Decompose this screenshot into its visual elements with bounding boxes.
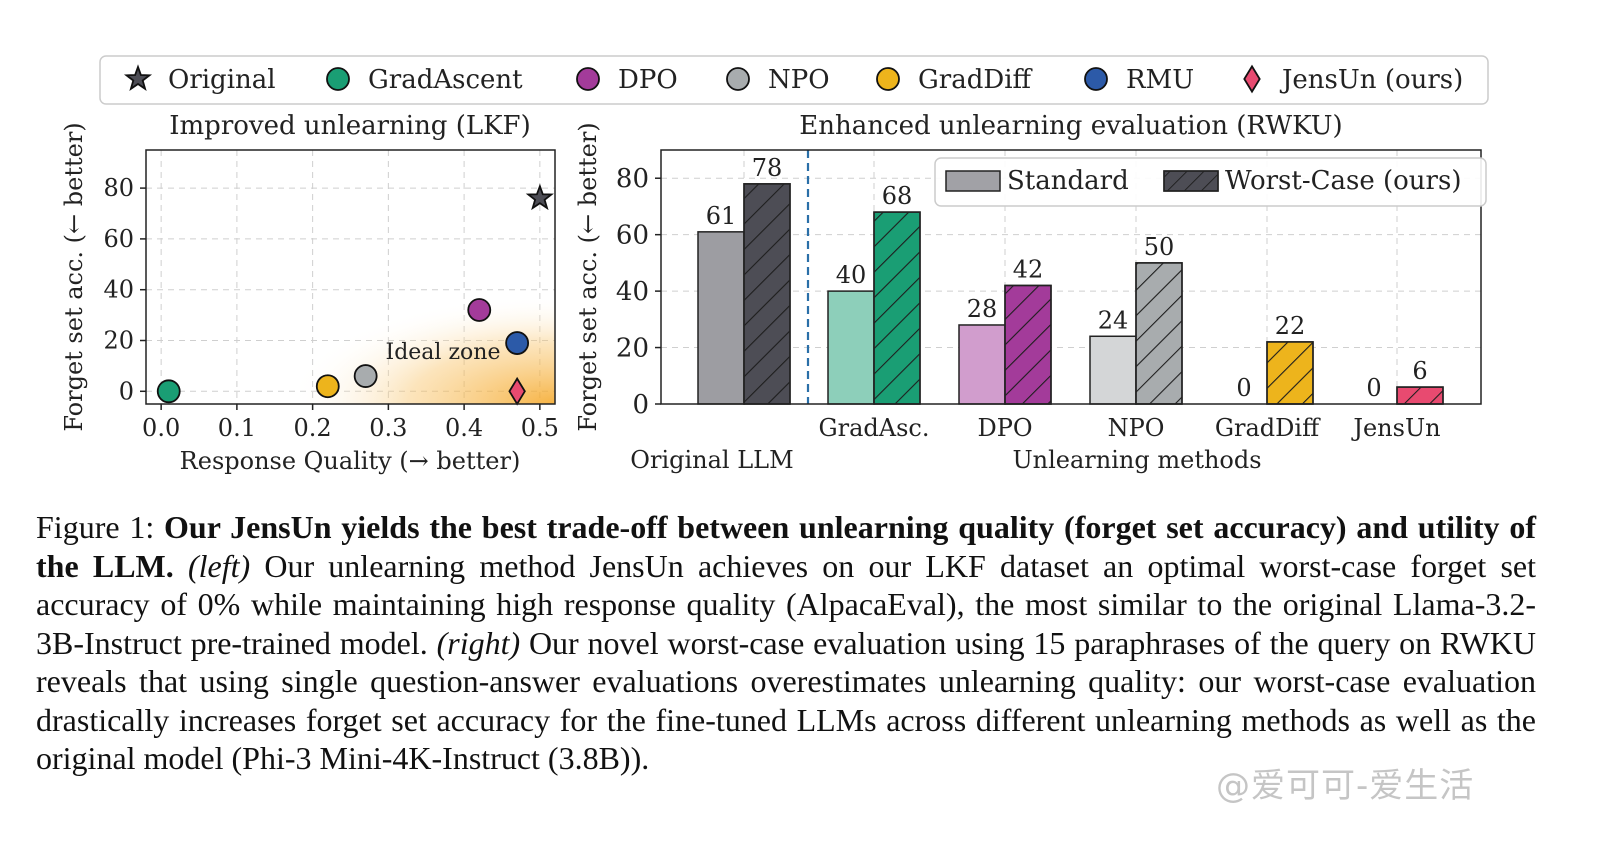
legend-marker-5 <box>1084 67 1108 91</box>
scatter-xtick-label-4: 0.4 <box>445 414 483 442</box>
caption-left-text: Our unlearning method JensUn achieves on… <box>36 547 1537 661</box>
legend-marker-2 <box>576 67 600 91</box>
figure-caption: Figure 1: Our JensUn yields the best tra… <box>36 508 1536 778</box>
bar-ytick-label-2: 40 <box>616 277 649 307</box>
bar-standard-value-1: 40 <box>836 261 867 289</box>
legend-standard-label: Standard <box>1007 166 1129 196</box>
scatter-ytick-label-4: 80 <box>103 174 134 202</box>
bar-worst-hatch-0 <box>743 183 791 405</box>
scatter-point-4 <box>315 374 340 399</box>
scatter-point-1 <box>156 379 181 404</box>
caption-bold: Our JensUn yields the best trade-off bet… <box>36 509 1537 584</box>
scatter-ytick-label-2: 40 <box>103 276 134 304</box>
bar-panel: Enhanced unlearning evaluation (RWKU) 61… <box>574 111 1487 474</box>
legend-marker-4 <box>876 67 900 91</box>
legend-worst-hatch <box>1163 170 1219 192</box>
scatter-point-5 <box>505 331 530 355</box>
caption-prefix: Figure 1: <box>36 509 165 545</box>
bar-ytick-label-1: 20 <box>616 334 649 364</box>
top-legend: Original GradAscent DPO NPO GradDiff RMU JensU… <box>99 55 1489 105</box>
legend-label-1: GradAscent <box>368 65 523 95</box>
bar-standard-value-4: 0 <box>1236 374 1251 402</box>
scatter-point-0 <box>525 183 554 211</box>
watermark: @爱可可-爱生活 <box>1216 766 1475 806</box>
legend-worst-label: Worst-Case (ours) <box>1225 166 1461 196</box>
bar-worst-value-2: 42 <box>1013 255 1044 283</box>
legend-label-4: GradDiff <box>918 65 1034 95</box>
bar-legend: Standard Worst-Case (ours) <box>934 157 1487 207</box>
scatter-xtick-label-0: 0.0 <box>142 414 180 442</box>
scatter-xtick-label-1: 0.1 <box>218 414 256 442</box>
bar-ytick-label-3: 60 <box>616 221 649 251</box>
bar-worst-value-0: 78 <box>752 154 783 182</box>
bar-standard-1 <box>827 290 875 405</box>
scatter-ytick-label-1: 20 <box>103 327 134 355</box>
bar-standard-value-0: 61 <box>706 202 737 230</box>
caption-right-tag: (right) <box>436 624 521 661</box>
scatter-ylabel: Forget set acc. (← better) <box>60 122 88 431</box>
bar-standard-0 <box>697 231 745 405</box>
caption-left-tag: (left) <box>187 547 251 584</box>
legend-marker-0 <box>123 64 153 91</box>
scatter-ytick-label-0: 0 <box>119 377 134 405</box>
legend-label-5: RMU <box>1126 65 1194 95</box>
bar-ytick-label-0: 0 <box>632 390 649 420</box>
caption-right-text: Our novel worst-case evaluation using 15… <box>36 624 1537 777</box>
legend-marker-6 <box>1243 64 1261 94</box>
top-legend-frame <box>99 55 1489 105</box>
scatter-panel: Improved unlearning (LKF) Ideal zone 0.0… <box>60 111 559 475</box>
bar-ylabel: Forget set acc. (← better) <box>574 122 602 431</box>
bar-worst-value-5: 6 <box>1412 357 1427 385</box>
bar-worst-hatch-1 <box>873 211 921 405</box>
bar-standard-value-5: 0 <box>1366 374 1381 402</box>
bar-standard-value-2: 28 <box>967 295 998 323</box>
legend-marker-3 <box>726 67 750 91</box>
scatter-points <box>156 183 554 406</box>
bar-worst-hatch-4 <box>1266 341 1314 405</box>
ideal-zone-label: Ideal zone <box>386 340 501 365</box>
scatter-xtick-label-3: 0.3 <box>369 414 407 442</box>
group-label-original: Original LLM <box>630 446 793 474</box>
legend-standard-swatch <box>945 170 1001 192</box>
bar-xtick-label-4: GradDiff <box>1215 414 1321 442</box>
legend-label-6: JensUn (ours) <box>1279 65 1463 95</box>
bar-ytick-label-4: 80 <box>616 164 649 194</box>
scatter-ytick-label-3: 60 <box>103 225 134 253</box>
scatter-xlabel: Response Quality (→ better) <box>180 447 521 475</box>
bar-worst-hatch-5 <box>1396 386 1444 405</box>
bar-standard-2 <box>958 324 1006 405</box>
scatter-xtick-label-5: 0.5 <box>521 414 559 442</box>
figure: Original GradAscent DPO NPO GradDiff RMU JensU… <box>60 55 1489 475</box>
legend-label-0: Original <box>168 65 276 95</box>
scatter-plot-frame <box>145 149 556 405</box>
bar-plot-frame <box>660 149 1482 405</box>
scatter-ticks: 0.0 0.1 0.2 0.3 0.4 0.5 0 20 40 60 80 <box>103 174 558 442</box>
bar-worst-hatch-2 <box>1004 284 1052 405</box>
group-label-methods: Unlearning methods <box>1012 446 1261 474</box>
legend-marker-1 <box>326 67 350 91</box>
legend-label-2: DPO <box>618 65 678 95</box>
scatter-xtick-label-2: 0.2 <box>294 414 332 442</box>
bars: 61 78 40 68 28 42 24 50 0 22 0 6 <box>697 154 1444 405</box>
scatter-point-3 <box>353 364 378 388</box>
bar-standard-3 <box>1089 335 1137 405</box>
bar-xtick-label-2: DPO <box>977 414 1032 442</box>
bar-xtick-label-1: GradAsc. <box>818 414 929 442</box>
bar-worst-hatch-3 <box>1135 262 1183 405</box>
bar-standard-value-3: 24 <box>1098 306 1129 334</box>
bar-worst-value-3: 50 <box>1144 233 1175 261</box>
bar-worst-value-4: 22 <box>1275 312 1306 340</box>
bar-title: Enhanced unlearning evaluation (RWKU) <box>799 111 1342 141</box>
bar-worst-value-1: 68 <box>882 182 913 210</box>
scatter-title: Improved unlearning (LKF) <box>169 111 531 141</box>
bar-xtick-label-3: NPO <box>1108 414 1165 442</box>
scatter-point-2 <box>467 298 492 322</box>
legend-label-3: NPO <box>768 65 830 95</box>
bar-xtick-label-5: JensUn <box>1350 414 1440 442</box>
